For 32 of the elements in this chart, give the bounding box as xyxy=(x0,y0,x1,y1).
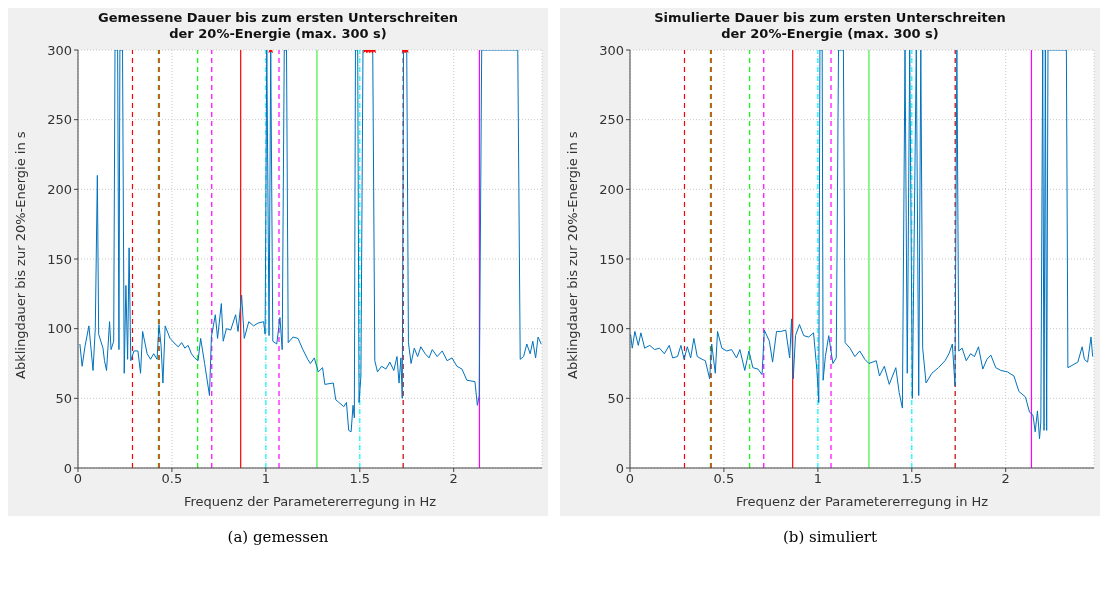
x-tick-label: 2 xyxy=(449,471,458,487)
x-axis-title: Frequenz der Parametererregung in Hz xyxy=(735,494,989,509)
text: (b) simuliert xyxy=(781,528,879,546)
y-tick-label: 200 xyxy=(599,181,624,197)
y-tick-label: 100 xyxy=(599,321,624,337)
y-tick-label: 300 xyxy=(47,42,72,58)
x-tick-label: 0 xyxy=(73,471,83,487)
y-tick-label: 200 xyxy=(47,181,72,197)
x-tick-label: 0.5 xyxy=(161,471,183,487)
y-tick-label: 250 xyxy=(599,112,624,128)
y-axis-title: Abklingdauer bis zur 20%-Energie in s xyxy=(12,131,28,379)
chart-title: Simulierte Dauer bis zum ersten Unterschreiten der 20%-Energie (max. 300 s) xyxy=(653,10,1007,42)
x-tick-label: 2 xyxy=(1001,471,1010,487)
y-tick-label: 250 xyxy=(47,112,72,128)
chart-title: Gemessene Dauer bis zum ersten Unterschreiten der 20%-Energie (max. 300 s) xyxy=(97,10,459,42)
x-tick-label: 1.5 xyxy=(349,471,371,487)
y-tick-label: 150 xyxy=(47,251,72,267)
y-tick-label: 0 xyxy=(615,460,624,476)
x-axis-title: Frequenz der Parametererregung in Hz xyxy=(183,494,437,509)
x-tick-label: 0 xyxy=(625,471,635,487)
x-tick-label: 1 xyxy=(813,471,822,487)
y-tick-label: 0 xyxy=(63,460,72,476)
y-tick-label: 50 xyxy=(55,390,72,406)
y-tick-label: 100 xyxy=(47,321,72,337)
x-tick-label: 0.5 xyxy=(713,471,735,487)
x-tick-label: 1.5 xyxy=(901,471,923,487)
y-tick-label: 50 xyxy=(607,390,624,406)
y-tick-label: 300 xyxy=(599,42,624,58)
y-axis-title: Abklingdauer bis zur 20%-Energie in s xyxy=(564,131,580,379)
y-tick-label: 150 xyxy=(599,251,624,267)
x-tick-label: 1 xyxy=(261,471,270,487)
text: (a) gemessen xyxy=(226,528,330,546)
